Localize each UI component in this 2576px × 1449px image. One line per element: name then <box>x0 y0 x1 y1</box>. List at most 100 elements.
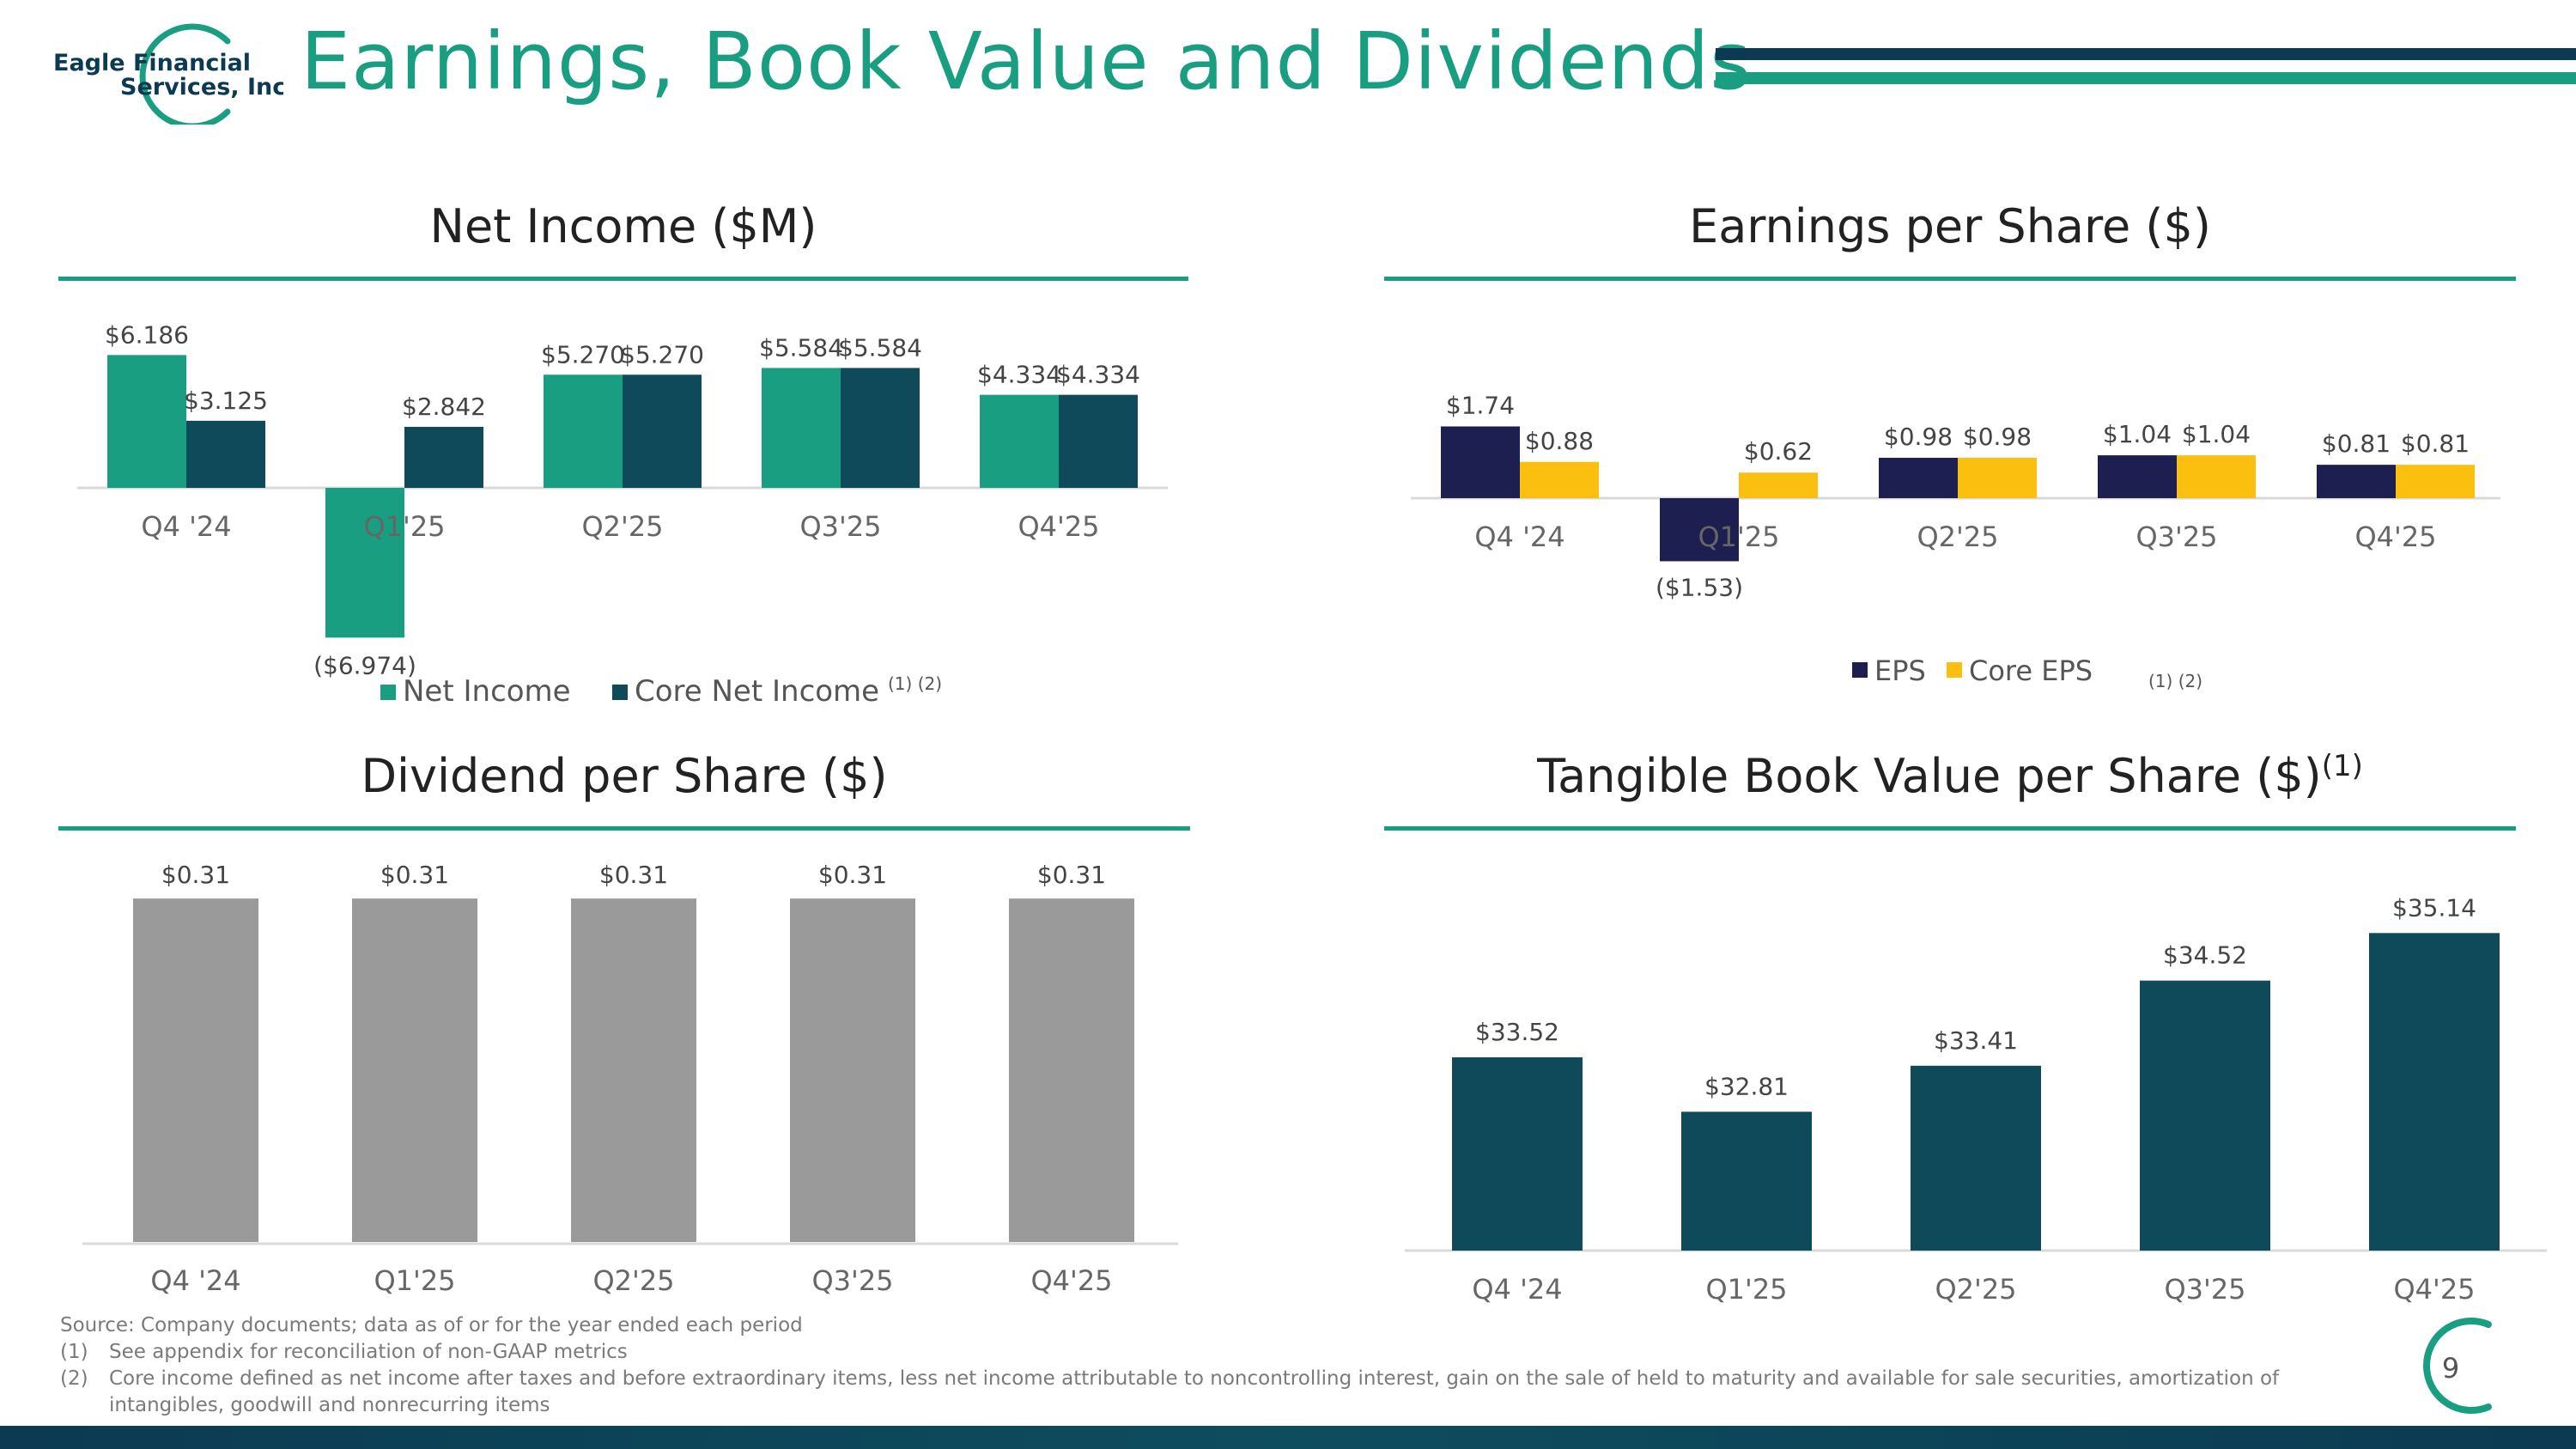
net-income-rule <box>58 277 1188 281</box>
dividend-bar-3 <box>790 898 915 1242</box>
eps-bar-0-0 <box>1441 426 1520 498</box>
tbvps-title-text: Tangible Book Value per Share ($) <box>1537 749 2322 803</box>
eps-tick-0: Q4 '24 <box>1474 521 1564 553</box>
dividend-label-1: $0.31 <box>380 861 449 889</box>
tbvps-bar-1 <box>1681 1111 1812 1251</box>
eps-label-1-3: $1.04 <box>2182 420 2251 448</box>
eps-rule <box>1384 277 2516 281</box>
eps-tick-1: Q1'25 <box>1698 521 1779 553</box>
tbvps-rule <box>1384 826 2516 831</box>
net-income-title: Net Income ($M) <box>429 199 817 253</box>
net-income-legend-label-0: Net Income <box>403 674 571 709</box>
tbvps-label-1: $32.81 <box>1704 1072 1789 1100</box>
net-income-legend-sup: (1) (2) <box>888 673 942 694</box>
net-income-label-0-3: $5.584 <box>759 333 843 362</box>
eps-legend-sup: (1) (2) <box>2148 671 2202 691</box>
tbvps-bar-0 <box>1452 1056 1583 1251</box>
net-income-label-0-1: ($6.974) <box>313 651 416 679</box>
footnote-2-num: (2) <box>60 1367 88 1390</box>
dividend-tick-0: Q4 '24 <box>150 1264 240 1297</box>
tbvps-tick-1: Q1'25 <box>1705 1273 1787 1306</box>
net-income-bar-0-0 <box>107 355 186 488</box>
net-income-label-1-3: $5.584 <box>838 333 922 362</box>
net-income-tick-4: Q4'25 <box>1018 510 1099 543</box>
page-number-badge: 9 <box>2423 1318 2492 1414</box>
net-income-label-0-2: $5.270 <box>541 340 625 368</box>
net-income-tick-2: Q2'25 <box>581 510 663 543</box>
page-number: 9 <box>2442 1352 2459 1385</box>
tbvps-label-0: $33.52 <box>1475 1018 1559 1046</box>
dividend-label-2: $0.31 <box>599 861 668 889</box>
net-income-tick-0: Q4 '24 <box>141 510 231 543</box>
eps-tick-2: Q2'25 <box>1917 521 1998 553</box>
net-income-label-1-0: $3.125 <box>184 387 268 415</box>
net-income-legend-label-1: Core Net Income <box>635 674 879 709</box>
page-number-arc <box>2423 1318 2492 1414</box>
footnote-1-text: See appendix for reconciliation of non-G… <box>109 1341 628 1363</box>
eps-bar-1-2 <box>1958 457 2037 498</box>
tbvps-bar-4 <box>2369 933 2500 1251</box>
eps-bar-1-4 <box>2396 465 2475 498</box>
header-bar-teal <box>1716 72 2576 84</box>
logo-line1: Eagle Financial <box>53 50 251 76</box>
net-income-label-1-4: $4.334 <box>1056 361 1140 389</box>
net-income-bar-0-1 <box>325 488 404 638</box>
eps-tick-3: Q3'25 <box>2136 521 2217 553</box>
eps-bar-0-2 <box>1879 457 1958 498</box>
page-title: Earnings, Book Value and Dividends <box>301 15 1753 107</box>
net-income-tick-3: Q3'25 <box>799 510 881 543</box>
net-income-bar-0-3 <box>762 368 841 488</box>
net-income-label-1-2: $5.270 <box>620 340 704 368</box>
tbvps-bar-3 <box>2140 980 2270 1251</box>
tbvps-label-2: $33.41 <box>1934 1026 2018 1055</box>
tbvps-title-sup: (1) <box>2321 749 2363 783</box>
eps-label-1-0: $0.88 <box>1525 427 1594 455</box>
footnote-1: (1) See appendix for reconciliation of n… <box>60 1339 2281 1366</box>
footnote-source: Source: Company documents; data as of or… <box>60 1314 803 1336</box>
eps-label-0-1: ($1.53) <box>1656 573 1743 601</box>
eps-tick-4: Q4'25 <box>2354 521 2436 553</box>
net-income-bar-1-4 <box>1059 394 1138 488</box>
net-income-tick-1: Q1'25 <box>363 510 445 543</box>
net-income-legend-swatch-0 <box>380 685 396 700</box>
eps-title: Earnings per Share ($) <box>1689 199 2211 253</box>
logo-line2: Services, Inc. <box>120 74 283 100</box>
eps-legend-swatch-1 <box>1947 662 1962 678</box>
eps-label-0-3: $1.04 <box>2103 420 2172 448</box>
tbvps-bar-2 <box>1911 1065 2041 1251</box>
dividend-label-4: $0.31 <box>1037 861 1106 889</box>
eps-bar-1-1 <box>1739 472 1818 498</box>
footer-band <box>0 1426 2576 1449</box>
dividend-bar-0 <box>133 898 258 1242</box>
footnotes: Source: Company documents; data as of or… <box>60 1312 2281 1419</box>
net-income-bar-0-2 <box>544 374 623 488</box>
dividend-bar-1 <box>352 898 477 1242</box>
dividend-bar-4 <box>1009 898 1134 1242</box>
eps-legend-swatch-0 <box>1852 662 1868 678</box>
dividend-title: Dividend per Share ($) <box>361 749 888 803</box>
net-income-label-1-1: $2.842 <box>402 393 486 421</box>
net-income-bar-1-3 <box>841 368 920 488</box>
eps-label-0-2: $0.98 <box>1884 423 1953 451</box>
tbvps-tick-2: Q2'25 <box>1935 1273 2016 1306</box>
net-income-label-0-4: $4.334 <box>977 361 1061 389</box>
header-bar-navy <box>1716 48 2576 60</box>
dividend-tick-4: Q4'25 <box>1030 1264 1112 1297</box>
tbvps-tick-0: Q4 '24 <box>1472 1273 1562 1306</box>
dividend-label-0: $0.31 <box>161 861 230 889</box>
eps-legend-label-1: Core EPS <box>1969 654 2093 687</box>
eps-legend-label-0: EPS <box>1874 654 1926 687</box>
dividend-label-3: $0.31 <box>818 861 887 889</box>
tbvps-label-3: $34.52 <box>2163 941 2247 970</box>
dividend-bar-2 <box>571 898 696 1242</box>
eps-label-0-4: $0.81 <box>2322 429 2391 458</box>
net-income-bar-1-2 <box>623 374 702 488</box>
eps-bar-0-1 <box>1660 498 1739 562</box>
tbvps-tick-4: Q4'25 <box>2393 1273 2475 1306</box>
eps-label-1-4: $0.81 <box>2401 429 2470 458</box>
footnote-2: (2) Core income defined as net income af… <box>60 1366 2281 1419</box>
eps-bar-0-3 <box>2098 455 2177 498</box>
